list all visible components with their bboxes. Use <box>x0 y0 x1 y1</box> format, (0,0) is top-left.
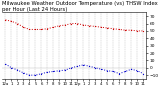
Text: Milwaukee Weather Outdoor Temperature (vs) THSW Index per Hour (Last 24 Hours): Milwaukee Weather Outdoor Temperature (v… <box>3 1 158 12</box>
